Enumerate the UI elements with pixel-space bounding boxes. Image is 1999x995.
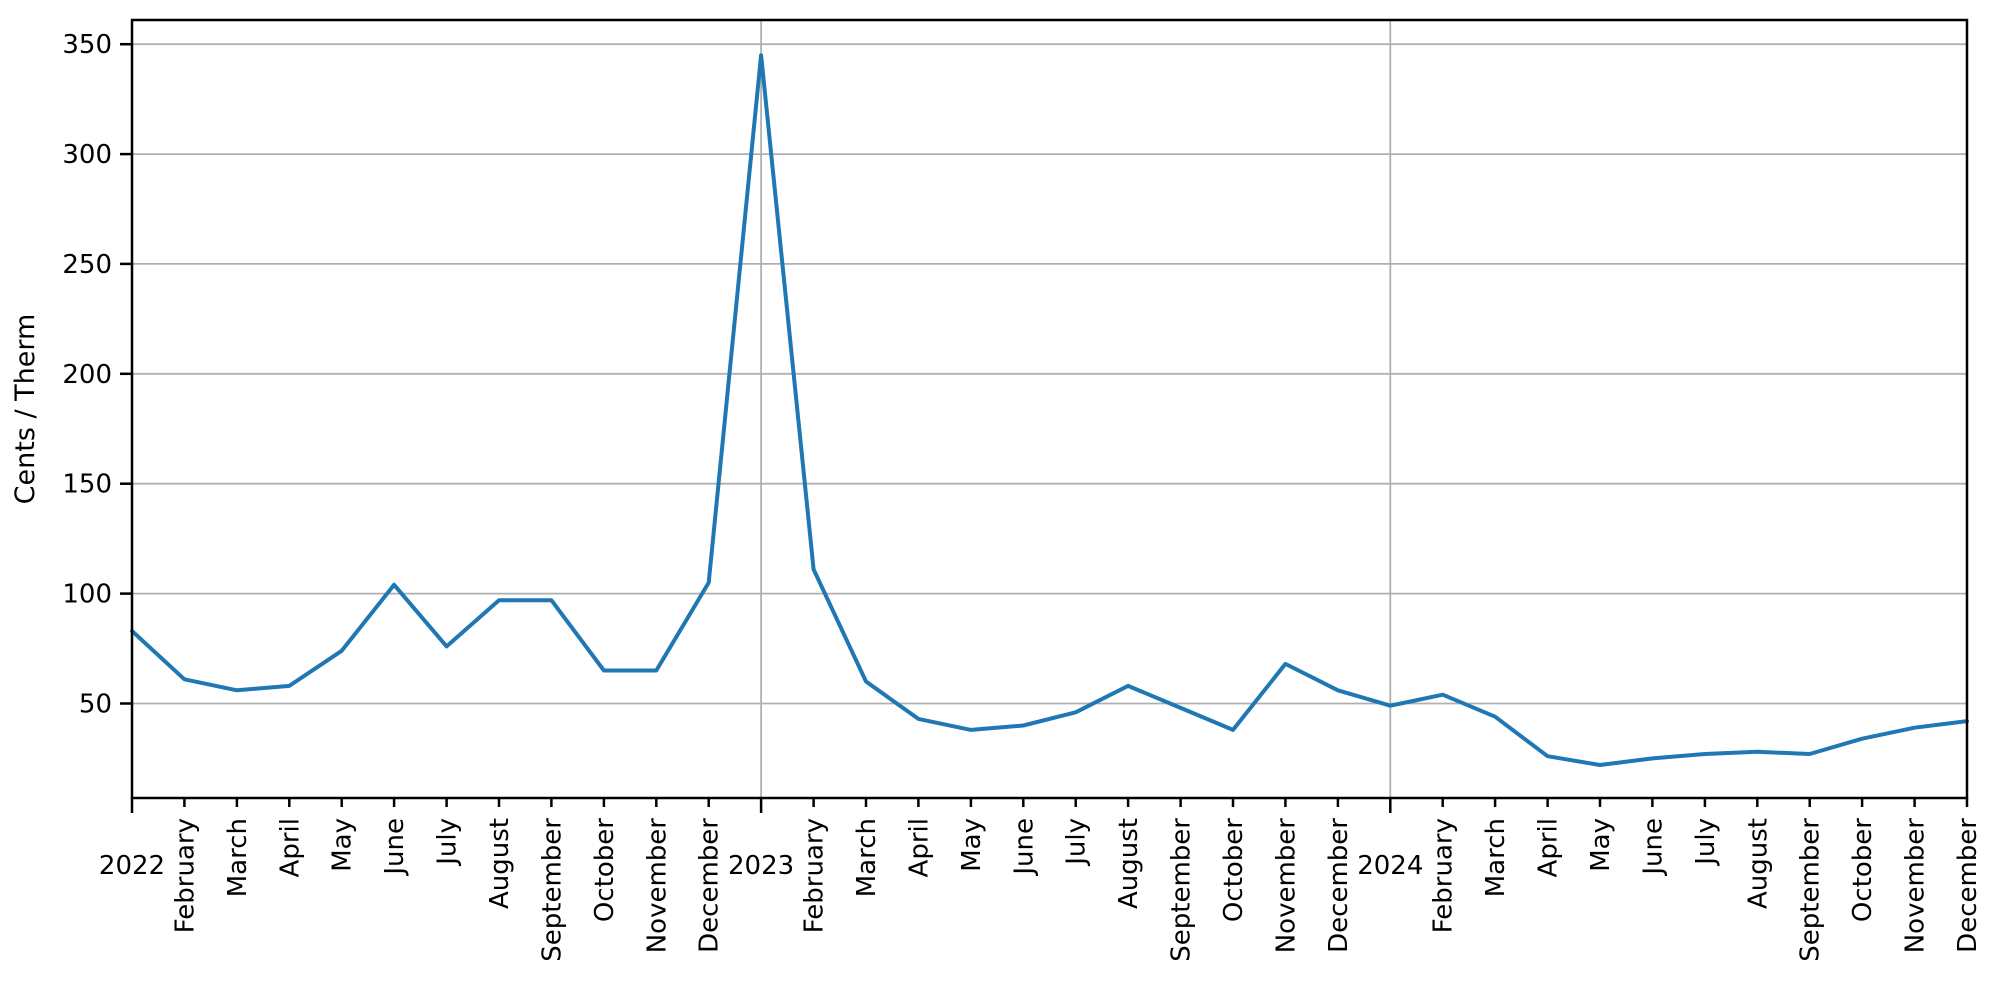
x-tick-label-month: February	[800, 818, 830, 933]
x-tick-label-month: September	[537, 818, 567, 962]
x-tick-label-month: December	[1953, 818, 1983, 953]
series-layer	[130, 53, 1969, 767]
y-tick-label: 350	[62, 30, 112, 60]
x-tick-label-month: April	[904, 818, 934, 877]
x-tick-label-month: June	[1638, 818, 1668, 877]
x-tick-label-month: June	[380, 818, 410, 877]
y-tick-label: 100	[62, 580, 112, 610]
x-tick-label-year: 2023	[728, 851, 794, 881]
y-tick-label: 250	[62, 250, 112, 280]
x-tick-label-month: March	[223, 818, 253, 897]
x-tick-label-month: August	[485, 818, 515, 909]
x-tick-label-month: August	[1114, 818, 1144, 909]
price-line	[130, 53, 1969, 767]
x-tick-label-month: December	[1324, 818, 1354, 953]
x-tick-label-month: July	[1062, 818, 1092, 867]
x-tick-label-month: September	[1796, 818, 1826, 962]
x-tick-label-month: March	[1481, 818, 1511, 897]
y-axis-label: Cents / Therm	[10, 314, 41, 505]
x-tick-label-month: October	[1219, 818, 1249, 922]
x-tick-label-month: April	[275, 818, 305, 877]
axes-layer	[120, 18, 1969, 813]
x-tick-label-month: August	[1743, 818, 1773, 909]
grid-layer	[132, 20, 1967, 798]
x-tick-label-month: November	[1901, 818, 1931, 954]
x-tick-label-month: October	[590, 818, 620, 922]
x-tick-label-month: February	[170, 818, 200, 933]
x-tick-label-month: May	[1586, 818, 1616, 872]
y-tick-label: 50	[79, 690, 112, 720]
x-tick-label-month: May	[328, 818, 358, 872]
x-tick-label-month: May	[957, 818, 987, 872]
y-tick-label: 150	[62, 470, 112, 500]
axes-box	[130, 18, 1969, 800]
x-tick-label-month: April	[1534, 818, 1564, 877]
x-tick-label-year: 2024	[1357, 851, 1423, 881]
y-tick-label: 300	[62, 140, 112, 170]
y-tick-label: 200	[62, 360, 112, 390]
x-tick-label-month: September	[1167, 818, 1197, 962]
x-tick-label-month: December	[695, 818, 725, 953]
x-tick-label-year: 2022	[99, 851, 165, 881]
x-tick-label-month: July	[1691, 818, 1721, 867]
x-tick-label-month: June	[1009, 818, 1039, 877]
x-tick-label-month: February	[1429, 818, 1459, 933]
x-tick-label-month: March	[852, 818, 882, 897]
x-tick-label-month: November	[642, 818, 672, 954]
x-tick-label-month: November	[1271, 818, 1301, 954]
x-tick-label-month: October	[1848, 818, 1878, 922]
x-tick-label-month: July	[433, 818, 463, 867]
